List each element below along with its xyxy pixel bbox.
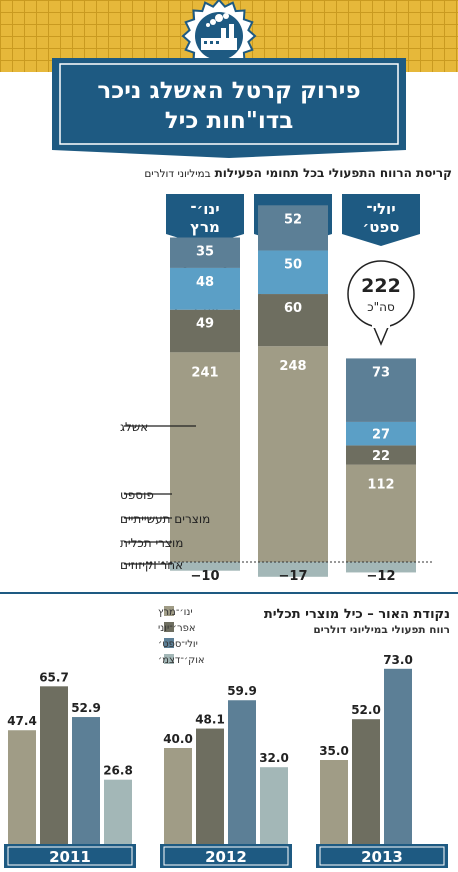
- bar-segment: [346, 464, 416, 562]
- legend-swatch: [164, 622, 174, 632]
- quarter-label-line2: ספט׳: [363, 218, 400, 236]
- bar-segment: [258, 294, 328, 347]
- bar-segment: [170, 267, 240, 310]
- section1-heading: קריסת הרווח התפעולי בכל תחומי הפעילות במ…: [2, 166, 452, 180]
- negative-value-label: −17: [279, 569, 308, 584]
- quarter-label-line2: מרץ: [190, 218, 220, 236]
- segment-value-label: 22: [372, 449, 390, 464]
- segment-value-label: 48: [196, 275, 214, 290]
- bar-segment: [170, 352, 240, 562]
- segment-value-label: 35: [196, 244, 214, 259]
- segment-value-label: 52: [284, 212, 302, 227]
- legend-swatch: [164, 638, 174, 648]
- segment-value-label: 60: [284, 301, 302, 316]
- bar-segment: [258, 250, 328, 295]
- bar-value-label: 52.9: [71, 701, 101, 715]
- bar-segment-negative: [170, 562, 240, 571]
- bar-value-label: 40.0: [163, 732, 193, 746]
- bar-value-label: 32.0: [259, 751, 289, 765]
- quarter-label-line1: יולי־: [366, 200, 395, 218]
- bar: [196, 728, 224, 844]
- operating-profit-stacked-chart: ינו׳־מרץאפר׳־יונייולי־ספט׳363סה"כ393סה"כ…: [120, 194, 432, 584]
- series-label: מוצרים תעשייתיים: [120, 512, 210, 526]
- bar: [352, 719, 380, 844]
- end-products-grouped-chart: ינו׳־מרץ אפר׳־יוני יולי־ספט׳ אוק׳־דצמ׳ 47.4 6…: [4, 606, 448, 868]
- series-label: אחר וקיזוזים: [120, 558, 183, 572]
- negative-value-label: −10: [191, 569, 220, 584]
- bar-segment: [346, 358, 416, 422]
- bar: [384, 668, 412, 844]
- bar: [104, 779, 132, 844]
- bar: [320, 760, 348, 844]
- bar-value-label: 59.9: [227, 684, 257, 698]
- segment-value-label: 248: [279, 359, 306, 374]
- section2-subtitle: רווח תפעולי במיליוני דולרים: [313, 624, 450, 636]
- bar-segment: [258, 205, 328, 251]
- bar-segment: [346, 421, 416, 446]
- series-label: מוצרי תכלית: [120, 536, 183, 550]
- bar-value-label: 48.1: [195, 713, 225, 727]
- bar: [40, 686, 68, 844]
- section-divider: [0, 592, 458, 594]
- bar-value-label: 35.0: [319, 744, 349, 758]
- segment-value-label: 73: [372, 365, 390, 380]
- year-banner-2013: 2013: [316, 844, 448, 868]
- segment-value-label: 49: [196, 317, 214, 332]
- legend-label: ינו׳־מרץ: [158, 607, 193, 618]
- section1-title: קריסת הרווח התפעולי בכל תחומי הפעילות: [214, 166, 452, 180]
- quarter-tab-0: ינו׳־מרץ: [166, 194, 244, 246]
- bar-segment: [170, 237, 240, 268]
- total-value: 222: [361, 275, 401, 297]
- bar: [228, 700, 256, 844]
- bar-value-label: 73.0: [383, 653, 413, 667]
- legend-swatch: [164, 654, 174, 664]
- factory-icon: [201, 13, 237, 50]
- title-banner: פירוק קרטל האשלג ניכר בדו"חות כיל: [52, 58, 406, 158]
- legend-label: אפר׳־יוני: [158, 623, 196, 634]
- bar-value-label: 52.0: [351, 703, 381, 717]
- total-unit: סה"כ: [367, 300, 395, 314]
- quarter-tab-2: יולי־ספט׳: [342, 194, 420, 246]
- series-label: אשלג: [120, 420, 148, 434]
- segment-value-label: 50: [284, 258, 302, 273]
- year-banner-2012: 2012: [160, 844, 292, 868]
- legend-swatch: [164, 606, 174, 616]
- title-line2: בדו"חות כיל: [165, 108, 294, 134]
- bar: [164, 748, 192, 844]
- series-label: פוספט: [120, 488, 154, 502]
- bar-segment: [346, 445, 416, 465]
- year-banner-2011: 2011: [4, 844, 136, 868]
- bar: [72, 717, 100, 844]
- bar: [8, 730, 36, 844]
- factory-badge: [181, 0, 257, 74]
- legend-label: יולי־ספט׳: [158, 639, 198, 650]
- bar: [260, 767, 288, 844]
- bar-value-label: 65.7: [39, 670, 69, 684]
- segment-value-label: 112: [367, 478, 394, 493]
- bar-value-label: 47.4: [7, 714, 37, 728]
- negative-value-label: −12: [367, 569, 396, 584]
- section2-heading: נקודת האור – כיל מוצרי תכלית רווח תפעולי…: [150, 607, 450, 636]
- segment-value-label: 27: [372, 428, 390, 443]
- title-line1: פירוק קרטל האשלג ניכר: [97, 78, 360, 104]
- year-label: 2012: [205, 848, 247, 866]
- bar-segment: [170, 309, 240, 353]
- legend-label: אוק׳־דצמ׳: [158, 655, 205, 666]
- header-graphic: פירוק קרטל האשלג ניכר בדו"חות כיל: [52, 0, 406, 158]
- bar-value-label: 26.8: [103, 764, 133, 778]
- bar-segment-negative: [346, 562, 416, 573]
- section2-title: נקודת האור – כיל מוצרי תכלית: [263, 607, 450, 622]
- total-bubble-2: 222 סה"כ: [347, 260, 415, 346]
- bar-segment-negative: [258, 562, 328, 577]
- year-label: 2013: [361, 848, 403, 866]
- year-label: 2011: [49, 848, 91, 866]
- quarter-label-line1: ינו׳־: [190, 200, 219, 218]
- segment-value-label: 241: [191, 365, 218, 380]
- section1-unit: במיליוני דולרים: [144, 168, 211, 180]
- bar-segment: [258, 346, 328, 562]
